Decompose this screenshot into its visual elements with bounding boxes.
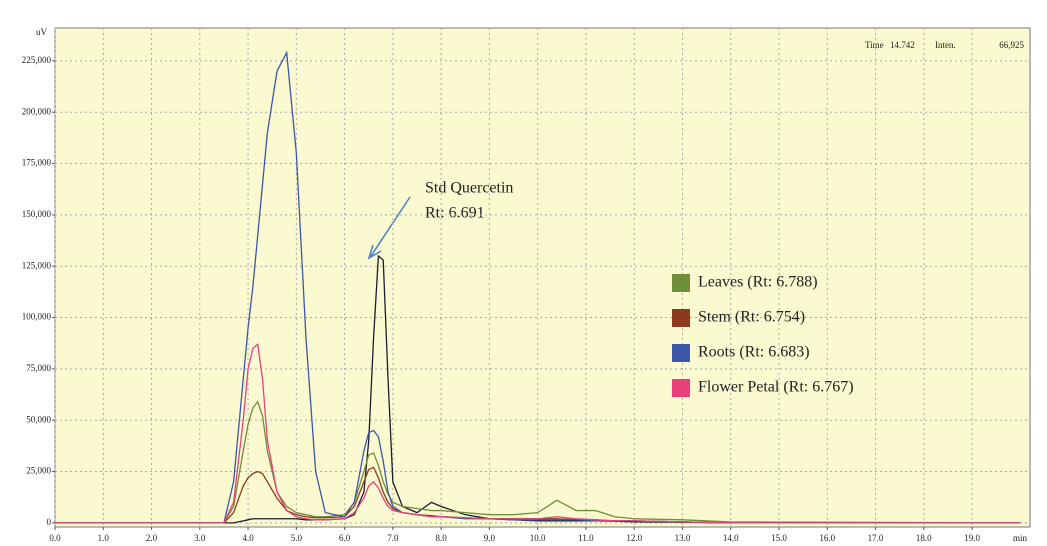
arrow-head [367,244,382,260]
y-tick-label: 25,000 [26,466,51,476]
header-text: Time [865,40,884,50]
y-tick-label: 50,000 [26,414,51,424]
series-line [55,342,1021,524]
header-text: 66,925 [999,40,1024,50]
legend-label: Leaves (Rt: 6.788) [698,274,818,291]
header-text: Inten. [935,40,956,50]
x-tick-label: 7.0 [387,533,399,543]
y-tick-label: 200,000 [22,106,52,116]
header-text: 14.742 [890,40,915,50]
y-axis-label: uV [36,27,48,37]
x-tick-label: 18.0 [916,533,932,543]
y-tick-label: 175,000 [22,158,52,168]
plot-area [54,27,1031,528]
x-tick-label: 17.0 [868,533,884,543]
x-tick-label: 2.0 [146,533,158,543]
legend-label: Roots (Rt: 6.683) [698,344,810,361]
x-tick-label: 8.0 [436,533,448,543]
annotation: Rt: 6.691 [425,205,485,222]
x-tick-label: 13.0 [675,533,691,543]
y-tick-label: 125,000 [22,260,52,270]
legend-label: Stem (Rt: 6.754) [698,309,805,326]
y-tick-label: 225,000 [22,55,52,65]
series-line [55,50,1021,524]
x-tick-label: 0.0 [49,533,61,543]
y-tick-label: 75,000 [26,363,51,373]
x-tick-label: 15.0 [771,533,787,543]
y-tick-label: 0 [47,517,52,527]
x-tick-label: 14.0 [723,533,739,543]
y-tick-label: 100,000 [22,312,52,322]
y-tick-label: 150,000 [22,209,52,219]
series-line [55,254,1021,524]
x-tick-label: 5.0 [291,533,303,543]
x-axis-label: min [1013,533,1028,543]
legend-label: Flower Petal (Rt: 6.767) [698,379,854,396]
x-tick-label: 19.0 [964,533,980,543]
x-tick-label: 3.0 [194,533,206,543]
annotation: Std Quercetin [425,180,513,197]
legend-swatch [672,344,690,362]
x-tick-label: 9.0 [484,533,496,543]
arrow [370,196,411,257]
series-line [55,400,1021,524]
x-tick-label: 16.0 [819,533,835,543]
legend-swatch [672,309,690,327]
legend-swatch [672,379,690,397]
x-tick-label: 1.0 [98,533,110,543]
x-tick-label: 11.0 [578,533,594,543]
x-tick-label: 6.0 [339,533,351,543]
x-tick-label: 12.0 [626,533,642,543]
legend-swatch [672,274,690,292]
x-tick-label: 4.0 [242,533,254,543]
x-tick-label: 10.0 [530,533,546,543]
